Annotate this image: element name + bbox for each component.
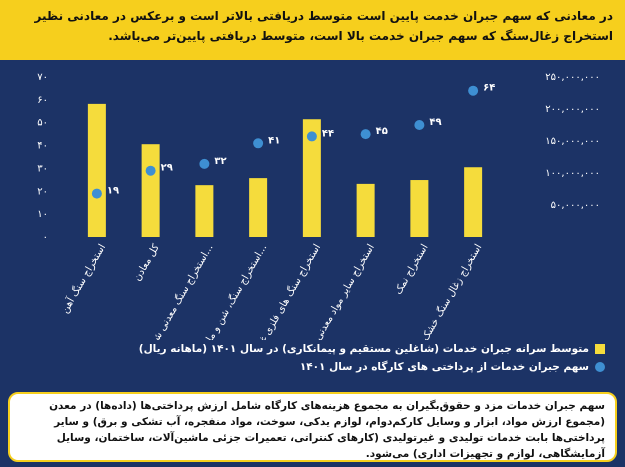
- y-tick-label: ۵۰: [37, 118, 48, 129]
- data-label: ۴۹: [429, 117, 441, 128]
- data-label: ۲۹: [161, 163, 173, 174]
- y2-tick-label: ۱۰۰,۰۰۰,۰۰۰: [545, 168, 600, 179]
- legend-symbol: [595, 362, 605, 372]
- x-tick-label: استخراج زغال سنگ خشک: [419, 242, 484, 340]
- data-label: ۴۵: [376, 126, 388, 137]
- bar: [141, 144, 160, 237]
- dot: [253, 138, 264, 149]
- bar: [410, 180, 429, 237]
- y-tick-label: ۱۰: [37, 209, 48, 220]
- data-label: ۶۴: [483, 83, 495, 94]
- dot: [360, 129, 371, 140]
- y2-tick-label: ۲۰۰,۰۰۰,۰۰۰: [545, 104, 600, 115]
- y-tick-label: ۰: [43, 232, 48, 243]
- y-tick-label: ۴۰: [37, 141, 48, 152]
- y-tick-label: ۲۰: [37, 186, 48, 197]
- x-tick-label: استخراج نمک: [393, 243, 431, 297]
- y2-tick-label: ۲۵۰,۰۰۰,۰۰۰: [545, 72, 600, 83]
- legend-entry: سهم جبران خدمات از پرداختی های کارگاه در…: [85, 358, 605, 376]
- data-label: ۴۱: [268, 135, 280, 146]
- y-tick-label: ۶۰: [37, 95, 48, 106]
- bar: [356, 183, 375, 237]
- legend-label: متوسط سرانه جبران خدمات (شاغلین مستقیم و…: [138, 343, 589, 355]
- bar: [87, 103, 106, 237]
- dot: [468, 85, 479, 96]
- bar: [195, 185, 214, 237]
- legend: متوسط سرانه جبران خدمات (شاغلین مستقیم و…: [85, 340, 605, 376]
- legend-symbol: [595, 344, 605, 354]
- bar: [249, 178, 268, 237]
- legend-entry: متوسط سرانه جبران خدمات (شاغلین مستقیم و…: [85, 340, 605, 358]
- header-title: در معادنی که سهم جبران خدمت پایین است مت…: [0, 0, 625, 60]
- bar: [464, 167, 483, 237]
- y-tick-label: ۷۰: [37, 72, 48, 83]
- dot: [91, 188, 102, 199]
- y2-tick-label: ۱۵۰,۰۰۰,۰۰۰: [545, 136, 600, 147]
- data-label: ۳۲: [214, 156, 226, 167]
- dot: [145, 165, 156, 176]
- x-tick-label: کل معادن: [132, 242, 162, 283]
- dot: [306, 131, 317, 142]
- x-tick-label: استخراج سایر مواد معدنی: [313, 243, 377, 341]
- note: سهم جبران خدمات مزد و حقوق‌بگیران به مجم…: [8, 392, 617, 462]
- y2-tick-label: ۵۰,۰۰۰,۰۰۰: [551, 200, 600, 211]
- y-tick-label: ۳۰: [37, 163, 48, 174]
- bar: [302, 119, 321, 237]
- x-tick-label: استخراج سنگ آهن: [58, 242, 108, 316]
- data-label: ۱۹: [107, 186, 119, 197]
- dot: [199, 158, 210, 169]
- data-label: ۴۴: [322, 128, 334, 139]
- legend-label: سهم جبران خدمات از پرداختی های کارگاه در…: [299, 361, 589, 373]
- chart: ۰ ۱۰ ۲۰ ۳۰ ۴۰ ۵۰ ۶۰ ۷۰ ۵۰,۰۰۰,۰۰۰ ۱۰۰,۰۰۰,۰۰۰ ۱۵۰,…: [37, 72, 600, 341]
- dot: [414, 120, 425, 130]
